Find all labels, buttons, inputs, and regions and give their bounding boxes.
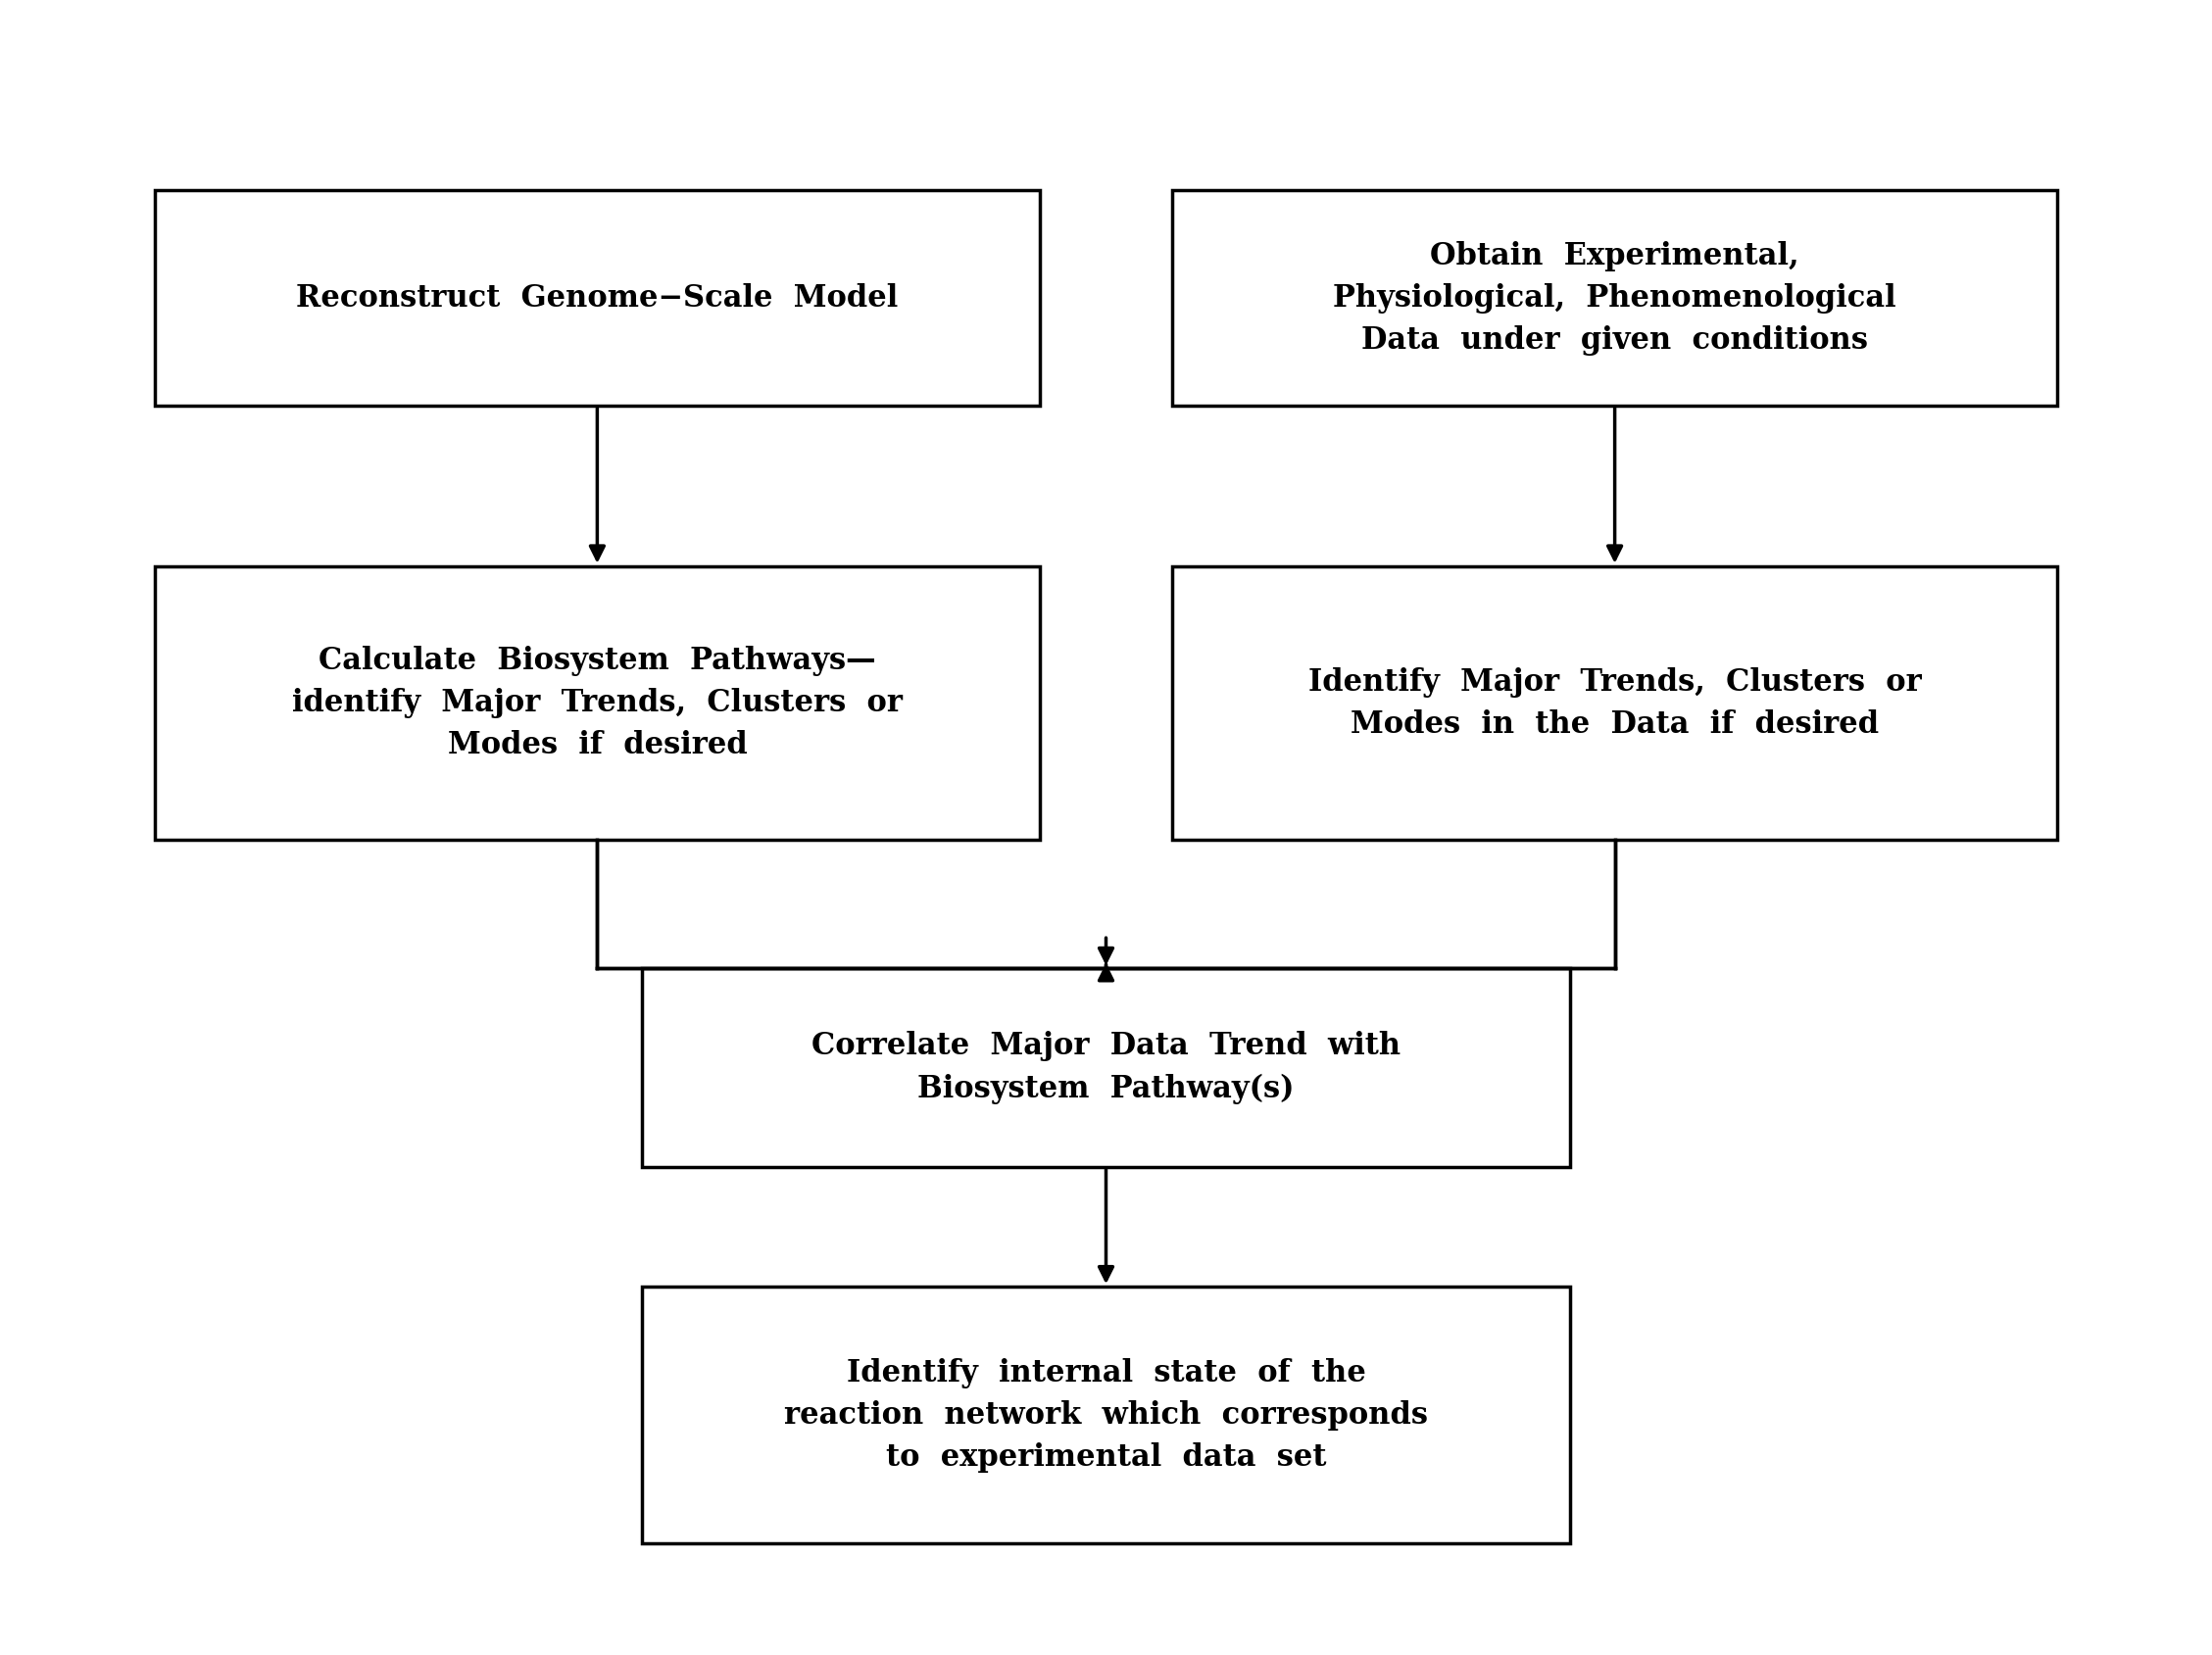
- Text: Identify  Major  Trends,  Clusters  or
Modes  in  the  Data  if  desired: Identify Major Trends, Clusters or Modes…: [1307, 667, 1922, 740]
- Text: Obtain  Experimental,
Physiological,  Phenomenological
Data  under  given  condi: Obtain Experimental, Physiological, Phen…: [1334, 240, 1896, 356]
- Text: Identify  internal  state  of  the
reaction  network  which  corresponds
to  exp: Identify internal state of the reaction …: [783, 1357, 1429, 1473]
- Bar: [155, 190, 1040, 405]
- Bar: [155, 568, 1040, 841]
- Text: Correlate  Major  Data  Trend  with
Biosystem  Pathway(s): Correlate Major Data Trend with Biosyste…: [812, 1031, 1400, 1104]
- Bar: [1172, 190, 2057, 405]
- Text: Calculate  Biosystem  Pathways—
identify  Major  Trends,  Clusters  or
Modes  if: Calculate Biosystem Pathways— identify M…: [292, 645, 902, 761]
- Text: Reconstruct  Genome−Scale  Model: Reconstruct Genome−Scale Model: [296, 283, 898, 313]
- Bar: [641, 968, 1571, 1167]
- Bar: [1172, 568, 2057, 841]
- Bar: [641, 1288, 1571, 1542]
